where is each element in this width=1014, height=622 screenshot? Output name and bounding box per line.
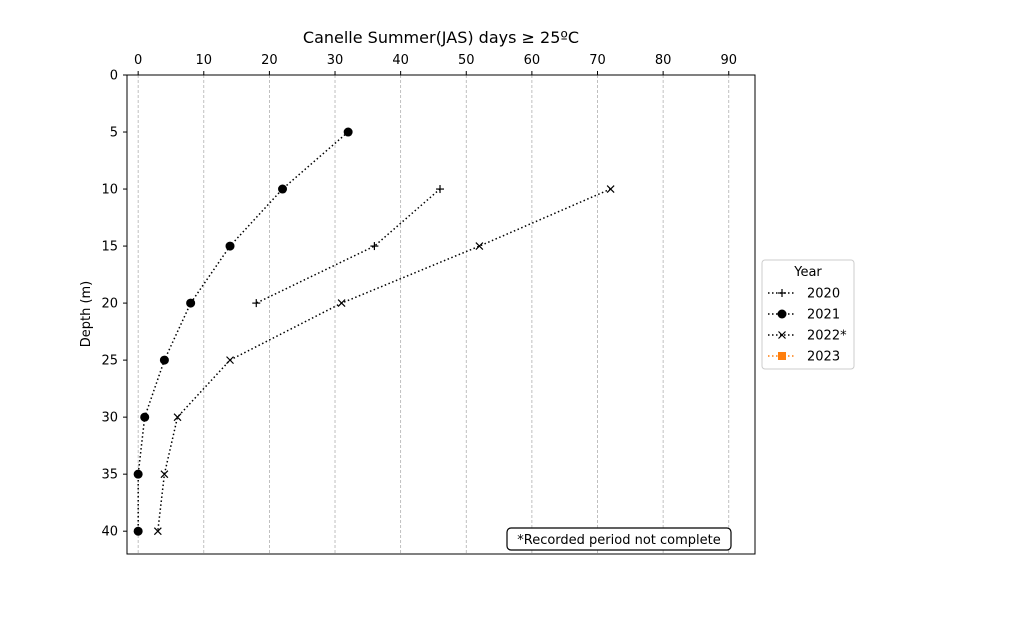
y-tick-label: 35	[101, 468, 118, 483]
marker-shape	[159, 355, 169, 365]
marker-shape	[225, 241, 235, 251]
marker-shape	[278, 184, 288, 194]
legend-marker-2021	[777, 309, 787, 319]
legend-marker-2023	[778, 352, 786, 360]
data-point-2022	[475, 242, 484, 250]
legend-label-2022: 2022*	[807, 329, 847, 344]
x-tick-label: 30	[327, 53, 344, 68]
legend: Year 2020 2021 2022* 2023	[761, 259, 855, 370]
axis-layer: 0 10 20 30 40 50 60 70 80 90 0 5 10 15 20 25 30 35 40	[101, 53, 737, 540]
marker-shape	[133, 526, 143, 536]
annotation-text: *Recorded period not complete	[517, 533, 721, 548]
data-point-2022	[160, 470, 169, 479]
y-tick-label: 40	[101, 525, 118, 540]
data-point-2022	[226, 356, 234, 365]
legend-label-2023: 2023	[807, 350, 840, 365]
marker-shape	[777, 309, 787, 319]
annotation-box: *Recorded period not complete	[506, 527, 732, 551]
annotation-frame	[506, 527, 732, 551]
legend-title: Year	[793, 265, 822, 280]
marker-shape	[186, 298, 196, 308]
data-point-2020	[252, 299, 261, 308]
series-line-2020	[255, 188, 441, 304]
x-tick-label: 40	[392, 53, 409, 68]
x-tick-label: 80	[655, 53, 672, 68]
x-tick-label: 60	[524, 53, 541, 68]
legend-items: 2020 2021 2022* 2023	[768, 287, 847, 365]
data-point-2021	[159, 355, 169, 365]
legend-frame	[761, 259, 855, 370]
x-tick-label: 70	[589, 53, 606, 68]
data-point-2020	[370, 242, 379, 251]
y-tick-label: 10	[101, 183, 118, 198]
chart-title: Canelle Summer(JAS) days ≥ 25ºC	[303, 28, 579, 47]
grid-layer	[137, 75, 730, 554]
y-tick-label: 5	[110, 126, 118, 141]
series-layer	[133, 127, 615, 536]
y-tick-label: 15	[101, 240, 118, 255]
marker-shape	[778, 352, 786, 360]
x-tick-label: 0	[134, 53, 142, 68]
data-point-2022	[153, 527, 162, 536]
x-tick-label: 50	[458, 53, 475, 68]
data-point-2021	[133, 526, 143, 536]
x-tick-label: 90	[720, 53, 737, 68]
series-line-2022	[157, 188, 611, 532]
marker-shape	[133, 469, 143, 479]
x-tick-label: 20	[261, 53, 278, 68]
plot-frame	[126, 74, 756, 555]
marker-stroke	[606, 185, 615, 193]
marker-stroke	[160, 470, 169, 479]
marker-stroke	[337, 299, 346, 308]
data-point-2021	[140, 412, 150, 422]
marker-shape	[140, 412, 150, 422]
y-tick-label: 20	[101, 297, 118, 312]
data-point-2021	[186, 298, 196, 308]
legend-label-2021: 2021	[807, 308, 840, 323]
series-line-2021	[137, 131, 349, 532]
marker-stroke	[475, 242, 484, 250]
marker-stroke	[153, 527, 162, 536]
data-point-2021	[278, 184, 288, 194]
legend-label-2020: 2020	[807, 287, 840, 302]
marker-stroke	[173, 413, 182, 422]
data-point-2022	[606, 185, 615, 193]
data-point-2021	[225, 241, 235, 251]
marker-stroke	[778, 331, 786, 339]
y-tick-label: 30	[101, 411, 118, 426]
y-tick-label: 0	[110, 69, 118, 84]
data-point-2022	[173, 413, 182, 422]
legend-marker-2020	[778, 289, 786, 297]
data-point-2021	[133, 469, 143, 479]
x-tick-label: 10	[196, 53, 213, 68]
data-point-2022	[337, 299, 346, 308]
y-axis-label: Depth (m)	[79, 281, 94, 348]
data-point-2020	[436, 185, 445, 194]
data-point-2021	[343, 127, 353, 137]
marker-shape	[343, 127, 353, 137]
legend-marker-2022	[778, 331, 786, 339]
marker-stroke	[226, 356, 234, 365]
y-tick-label: 25	[101, 354, 118, 369]
